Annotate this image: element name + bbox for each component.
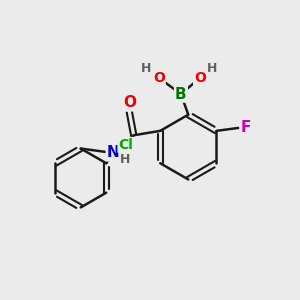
Text: B: B: [175, 87, 187, 102]
Text: N: N: [107, 146, 119, 160]
Text: H: H: [141, 62, 152, 75]
Text: Cl: Cl: [118, 138, 134, 152]
Text: O: O: [123, 95, 136, 110]
Text: H: H: [120, 153, 131, 166]
Text: H: H: [207, 62, 218, 75]
Text: O: O: [194, 71, 206, 85]
Text: F: F: [241, 120, 251, 135]
Text: O: O: [153, 71, 165, 85]
